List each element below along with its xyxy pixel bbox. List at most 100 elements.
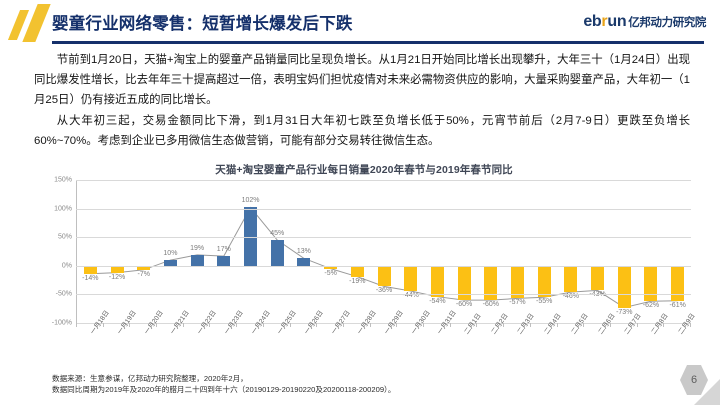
bar-value-label: -19% xyxy=(349,277,366,285)
chart-bar xyxy=(617,265,631,308)
y-axis xyxy=(76,180,77,323)
bar-value-label: -46% xyxy=(562,293,580,301)
x-axis-tick xyxy=(316,323,318,327)
x-axis-tick xyxy=(182,323,184,327)
bar-value-label: -5% xyxy=(324,269,337,277)
bar-value-label: 17% xyxy=(216,246,231,254)
bar-series: -14% -12% -7% 10% 19% 17% 102% 45% 13% -5% -19% -36… xyxy=(77,180,691,323)
bar-value-label: 102% xyxy=(241,197,260,205)
logo-text-eb: eb xyxy=(583,13,602,30)
x-axis-tick xyxy=(129,323,131,327)
bar-value-label: -55% xyxy=(536,298,553,306)
x-axis-tick xyxy=(342,323,344,327)
x-axis-tick xyxy=(609,323,611,327)
gridline xyxy=(76,237,691,239)
gridline xyxy=(76,180,691,181)
x-axis-tick xyxy=(663,323,665,327)
paragraph-1: 节前到1月20日，天猫+淘宝上的婴童产品销量同比呈现负增长。从1月21日开始同比… xyxy=(34,54,690,106)
chart-bar xyxy=(537,265,551,298)
page-number: 6 xyxy=(680,365,708,395)
chart-bar xyxy=(591,265,605,291)
bar-value-label: 19% xyxy=(190,244,205,252)
x-axis-tick xyxy=(556,323,558,327)
slide-header: 婴童行业网络零售：短暂增长爆发后下跌 eb r un 亿邦动力研究院 xyxy=(0,0,720,48)
bar-value-label: -7% xyxy=(137,270,150,278)
bar-value-label: -14% xyxy=(82,274,99,282)
chart-bar xyxy=(644,265,658,302)
chart-bar xyxy=(350,265,364,277)
logo-text-cn: 亿邦动力研究院 xyxy=(628,17,706,29)
bar-value-label: -57% xyxy=(509,299,526,307)
chart-bar xyxy=(137,265,151,270)
trend-line xyxy=(77,180,691,323)
bar-value-label: -12% xyxy=(108,273,126,281)
source-note: 数据来源：生意参谋，亿邦动力研究院整理，2020年2月， 数据同比周期为2019… xyxy=(52,373,395,395)
x-axis-tick xyxy=(369,323,371,327)
bar-value-label: -44% xyxy=(402,291,419,299)
chart-bar xyxy=(324,265,338,269)
x-axis-tick xyxy=(503,323,505,327)
chart-title: 天猫+淘宝婴童产品行业每日销量2020年春节与2019年春节同比 xyxy=(215,164,513,176)
chart-bar xyxy=(270,240,284,266)
bar-value-label: -62% xyxy=(642,302,660,310)
x-axis-tick xyxy=(636,323,638,327)
y-axis-tick-label: 150% xyxy=(54,176,72,184)
chart-bar xyxy=(297,258,311,266)
gridline xyxy=(76,265,691,267)
chart-bar xyxy=(217,256,231,266)
bar-value-label: -54% xyxy=(429,297,446,305)
y-axis-tick-label: -100% xyxy=(51,319,72,327)
x-axis-tick xyxy=(156,323,158,327)
chart-container: 天猫+淘宝婴童产品行业每日销量2020年春节与2019年春节同比 -14% -12… xyxy=(34,160,697,365)
chart-bar xyxy=(377,265,391,287)
x-axis-tick xyxy=(209,323,211,327)
y-axis-tick-label: 0% xyxy=(61,262,72,270)
source-note-line1: 数据来源：生意参谋，亿邦动力研究院整理，2020年2月， xyxy=(52,374,248,383)
bar-value-label: -60% xyxy=(482,301,499,309)
chart-bar xyxy=(83,265,97,274)
x-axis-tick xyxy=(262,323,264,327)
x-axis-tick xyxy=(690,323,691,327)
x-axis-tick xyxy=(476,323,478,327)
x-axis-tick xyxy=(102,323,104,327)
header-divider xyxy=(52,41,704,44)
chart-bar xyxy=(484,265,498,301)
gridline xyxy=(76,323,691,324)
chart-bar xyxy=(671,265,685,301)
y-axis-tick-label: 100% xyxy=(54,205,72,213)
x-axis-tick xyxy=(396,323,398,327)
chart-bar xyxy=(564,265,578,293)
y-axis-tick-label: 50% xyxy=(57,233,72,241)
bar-value-label: -61% xyxy=(669,301,686,309)
x-axis-tick xyxy=(236,323,238,327)
chart-bar xyxy=(404,265,418,291)
bar-value-label: -36% xyxy=(375,287,393,295)
chart-plot-area: -14% -12% -7% 10% 19% 17% 102% 45% 13% -5% -19% -36… xyxy=(34,176,697,365)
x-axis-tick xyxy=(449,323,451,327)
chart-bar xyxy=(110,265,124,273)
chart-bar xyxy=(244,207,258,266)
bar-value-label: 45% xyxy=(270,230,285,238)
bar-value-label: -60% xyxy=(455,301,473,309)
chart-bar xyxy=(457,265,471,301)
x-axis-tick xyxy=(583,323,585,327)
chart-bar xyxy=(163,260,177,266)
logo-text-un: un xyxy=(607,13,627,30)
body-copy: 节前到1月20日，天猫+淘宝上的婴童产品销量同比呈现负增长。从1月21日开始同比… xyxy=(34,50,690,152)
source-note-line2: 数据同比周期为2019年及2020年的腊月二十四到年十六（20190129-20… xyxy=(52,385,396,394)
page-title: 婴童行业网络零售：短暂增长爆发后下跌 xyxy=(52,15,353,33)
chart-bar xyxy=(190,254,204,266)
x-axis-tick xyxy=(76,323,77,327)
x-axis-tick xyxy=(529,323,531,327)
y-axis-tick-label: -50% xyxy=(55,290,72,298)
gridline xyxy=(76,294,691,296)
x-axis-tick xyxy=(423,323,425,327)
bar-value-label: 10% xyxy=(163,250,178,258)
brand-logo: eb r un 亿邦动力研究院 xyxy=(583,13,706,31)
logo-text-r: r xyxy=(601,13,608,30)
x-axis-tick xyxy=(289,323,291,327)
chart-bar xyxy=(430,265,444,297)
bar-value-label: -73% xyxy=(616,308,633,316)
paragraph-2: 从大年初三起，交易金额同比下滑，到1月31日大年初七跌至负增长低于50%，元宵节… xyxy=(34,115,690,147)
